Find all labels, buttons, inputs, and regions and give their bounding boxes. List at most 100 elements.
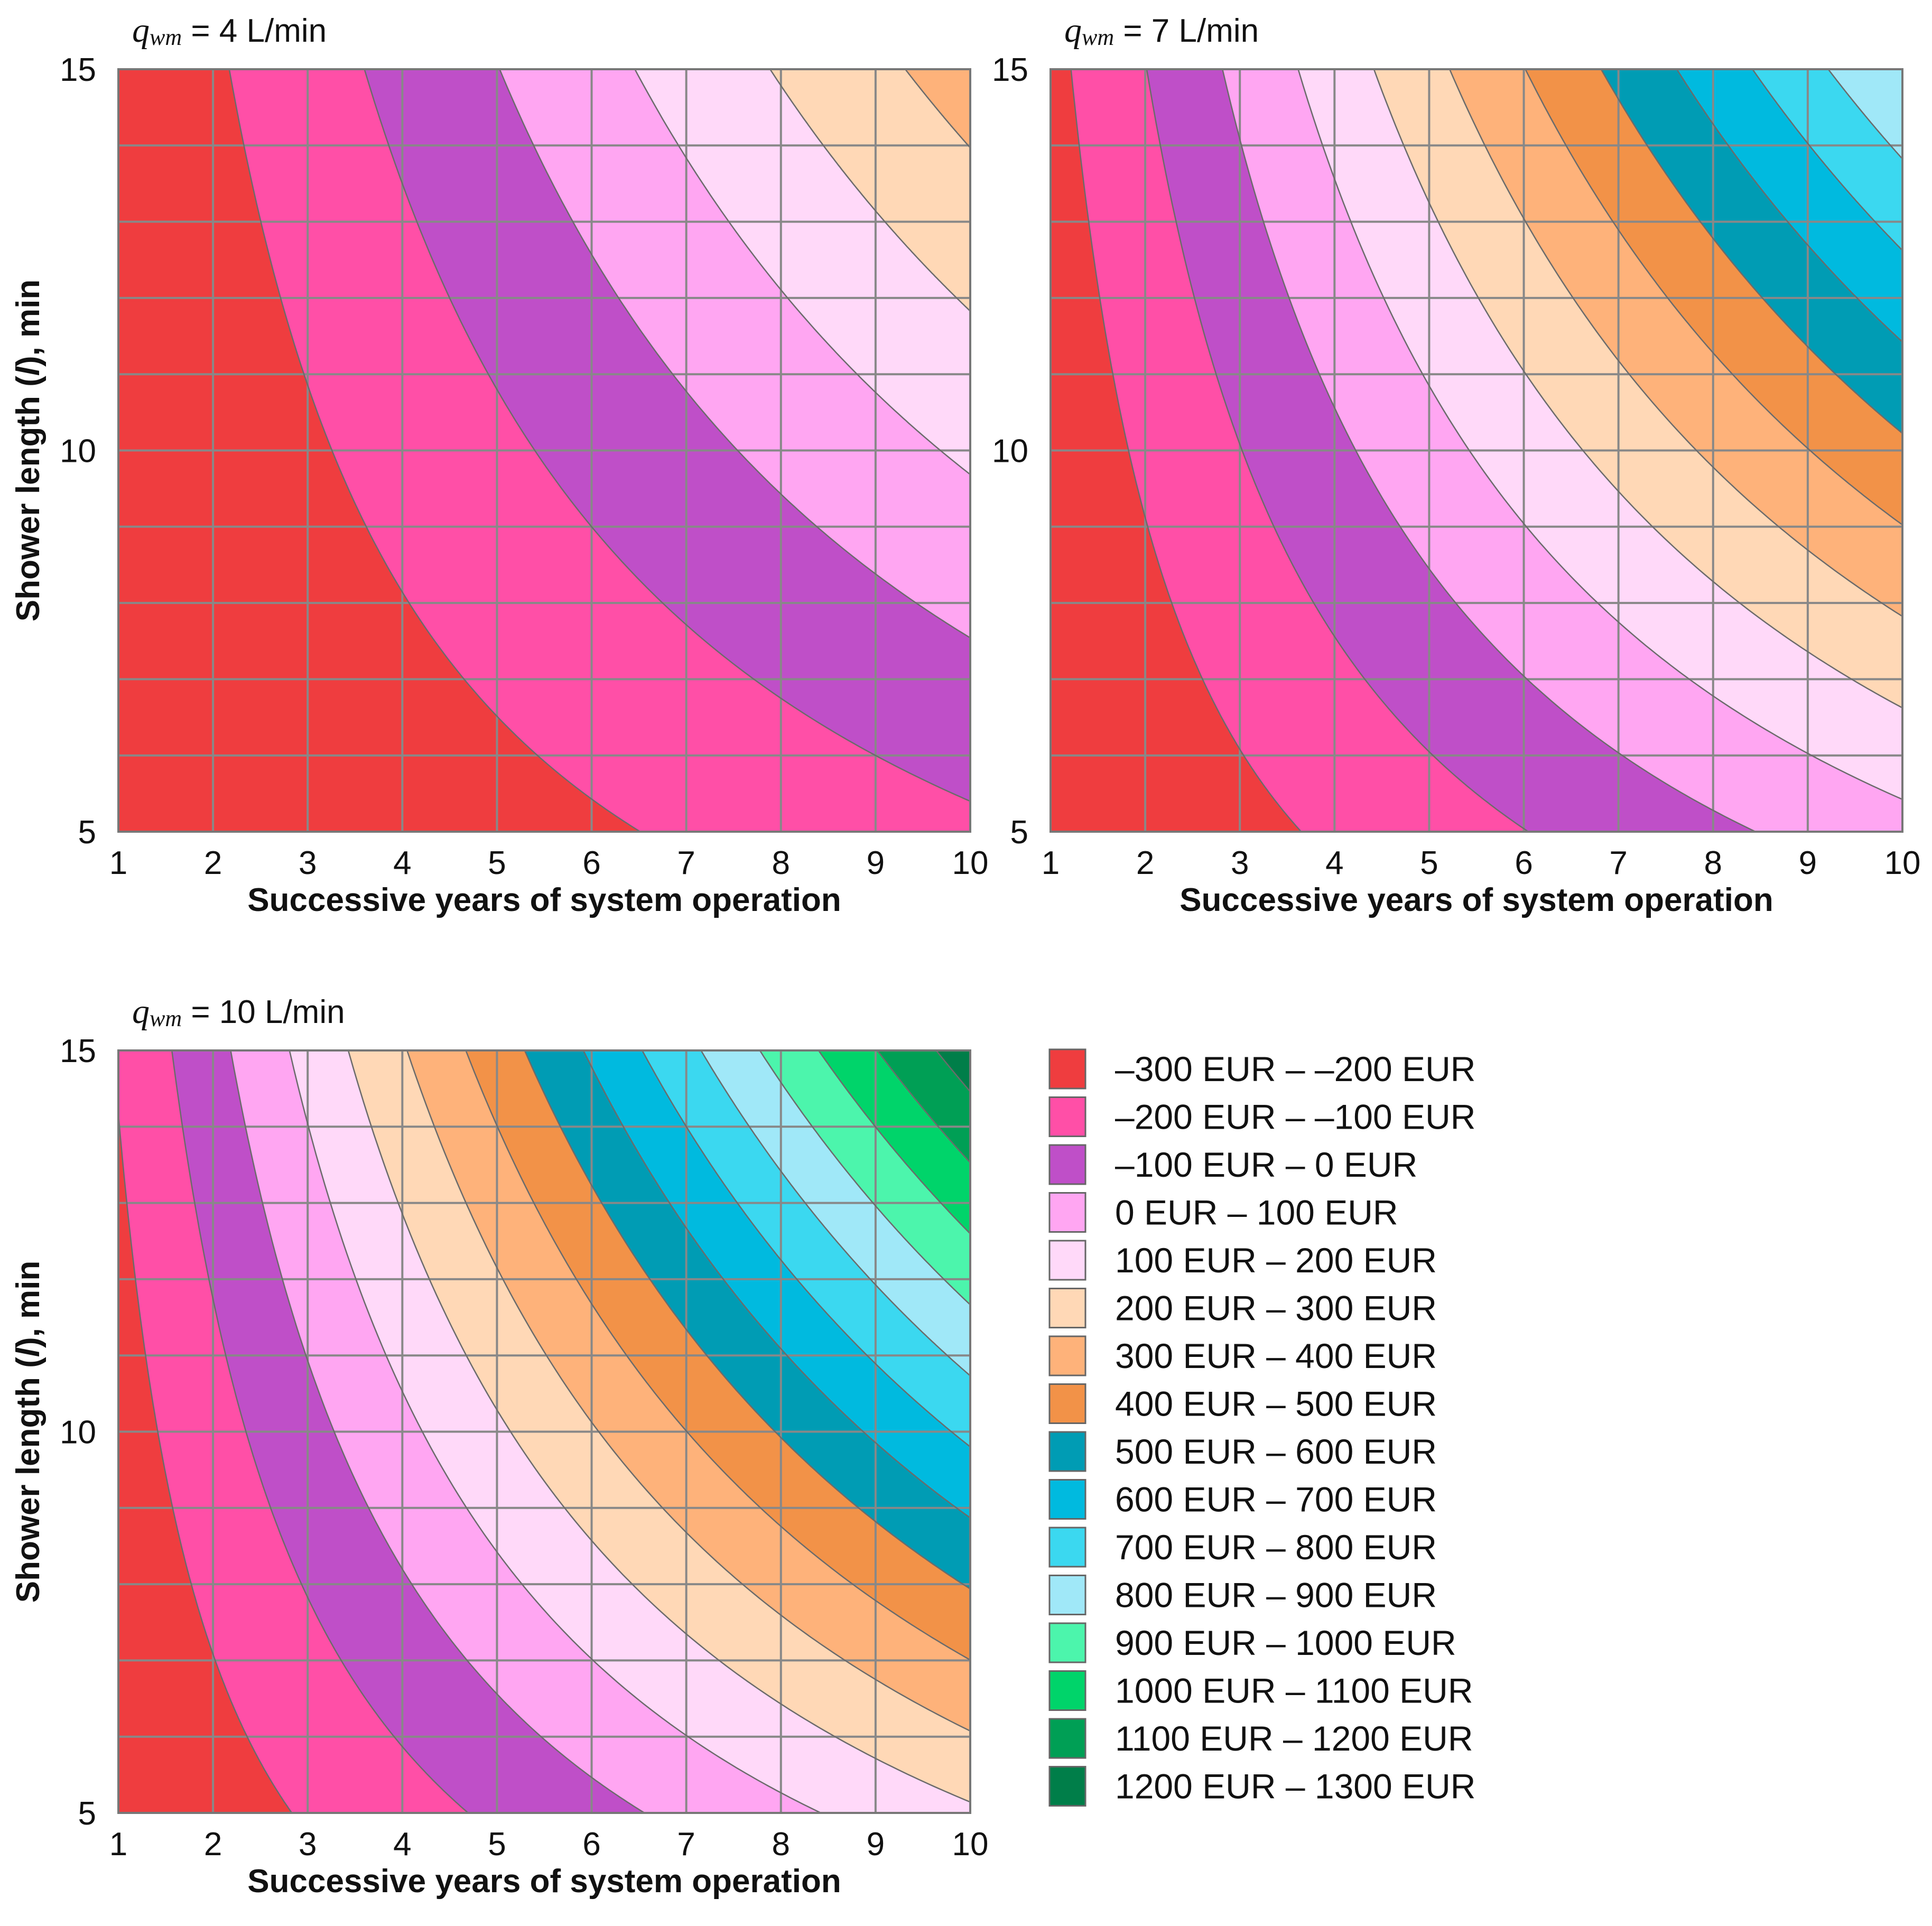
contour-line-13 [818,1050,970,1234]
legend-item: –100 EUR – 0 EUR [1048,1144,1417,1185]
plot-frame [117,1049,971,1814]
y-tick-label: 15 [60,1033,96,1069]
legend: –300 EUR – –200 EUR –200 EUR – –100 EUR –1… [1048,1048,1475,1807]
band-fill-11 [1828,69,1902,159]
legend-item: –200 EUR – –100 EUR [1048,1096,1475,1137]
legend-swatch [1048,1048,1086,1090]
x-tick-label: 2 [204,1826,222,1863]
legend-swatch [1048,1383,1086,1424]
plot-frame [1049,68,1903,833]
legend-label: 600 EUR – 700 EUR [1115,1480,1437,1519]
legend-swatch [1048,1527,1086,1568]
x-tick-label: 5 [488,845,506,881]
legend-label: 1100 EUR – 1200 EUR [1115,1719,1473,1758]
x-tick-label: 9 [867,845,885,881]
contour-line-5 [347,1050,970,1803]
contour-line-6 [406,1050,970,1732]
legend-label: 800 EUR – 900 EUR [1115,1576,1437,1615]
contour-line-4 [1297,69,1902,800]
legend-label: 1000 EUR – 1100 EUR [1115,1671,1473,1710]
legend-swatch [1048,1288,1086,1328]
y-axis-label: Shower length (l), min [10,1261,47,1603]
contour-line-1 [1070,69,1302,832]
contour-panel-1: 1 2 3 4 5 6 7 8 9 10 5 10 15 Successive years of syst… [10,11,988,918]
legend-swatch [1048,1479,1086,1520]
contour-line-6 [1449,69,1902,617]
contour-line-2 [171,1050,469,1813]
contour-line-12 [759,1050,970,1306]
band-fill-6 [905,69,970,148]
panel-title: qwm = 10 L/min [132,992,345,1031]
y-tick-label: 15 [60,52,96,88]
legend-label: 500 EUR – 600 EUR [1115,1432,1437,1471]
x-tick-label: 6 [582,845,600,881]
legend-item: 600 EUR – 700 EUR [1048,1479,1437,1520]
legend-swatch [1048,1718,1086,1759]
legend-item: 100 EUR – 200 EUR [1048,1240,1437,1281]
contour-line-3 [230,1050,645,1813]
contour-line-8 [524,1050,970,1590]
legend-swatch [1048,1240,1086,1281]
x-tick-label: 3 [1231,845,1249,881]
contour-line-1 [118,1114,293,1813]
x-tick-label: 1 [109,845,127,881]
band-fill-14 [877,1050,970,1163]
x-tick-label: 4 [393,845,411,881]
legend-swatch [1048,1431,1086,1472]
legend-item: 1000 EUR – 1100 EUR [1048,1670,1473,1711]
y-tick-label: 5 [78,1795,96,1832]
x-axis-label: Successive years of system operation [247,882,841,918]
contour-line-4 [289,1050,822,1813]
legend-swatch [1048,1335,1086,1376]
legend-label: 100 EUR – 200 EUR [1115,1241,1437,1280]
x-tick-label: 1 [109,1826,127,1863]
legend-label: 200 EUR – 300 EUR [1115,1289,1437,1328]
contour-line-3 [499,69,970,639]
contour-line-2 [364,69,970,802]
contour-line-7 [1525,69,1902,526]
contour-line-7 [465,1050,970,1661]
contour-line-11 [700,1050,970,1376]
x-tick-label: 3 [299,845,317,881]
x-tick-label: 9 [1799,845,1817,881]
x-tick-label: 4 [393,1826,411,1863]
legend-swatch [1048,1575,1086,1615]
x-axis-label: Successive years of system operation [247,1863,841,1900]
x-tick-label: 4 [1325,845,1343,881]
legend-label: –100 EUR – 0 EUR [1115,1145,1417,1184]
contour-line-1 [228,69,641,832]
x-tick-label: 6 [582,1826,600,1863]
legend-item: 700 EUR – 800 EUR [1048,1527,1437,1568]
legend-item: 300 EUR – 400 EUR [1048,1335,1437,1376]
x-tick-label: 8 [772,1826,790,1863]
contour-line-8 [1600,69,1902,434]
legend-swatch [1048,1622,1086,1663]
contour-line-9 [1676,69,1902,342]
x-tick-label: 8 [772,845,790,881]
legend-label: 0 EUR – 100 EUR [1115,1193,1398,1232]
y-tick-label: 5 [1010,814,1028,851]
contour-line-5 [769,69,970,312]
x-tick-label: 6 [1515,845,1532,881]
legend-item: 1100 EUR – 1200 EUR [1048,1718,1473,1759]
legend-item: 800 EUR – 900 EUR [1048,1575,1437,1615]
contour-line-3 [1222,69,1756,832]
x-tick-label: 5 [488,1826,506,1863]
legend-item: –300 EUR – –200 EUR [1048,1048,1475,1090]
contour-line-9 [582,1050,970,1519]
x-tick-label: 2 [1136,845,1154,881]
x-tick-label: 10 [1884,845,1921,881]
y-tick-label: 5 [78,814,96,851]
legend-label: 700 EUR – 800 EUR [1115,1528,1437,1567]
x-tick-label: 10 [952,1826,989,1863]
legend-swatch [1048,1670,1086,1711]
panel-title: qwm = 4 L/min [132,11,327,50]
legend-label: –300 EUR – –200 EUR [1115,1049,1475,1088]
contour-line-6 [905,69,970,148]
legend-item: 400 EUR – 500 EUR [1048,1383,1437,1424]
band-fill-5 [770,69,970,311]
legend-item: 500 EUR – 600 EUR [1048,1431,1437,1472]
contour-panel-2: 1 2 3 4 5 6 7 8 9 10 5 10 15 Successive years of syst… [992,11,1920,918]
contour-line-5 [1373,69,1902,709]
